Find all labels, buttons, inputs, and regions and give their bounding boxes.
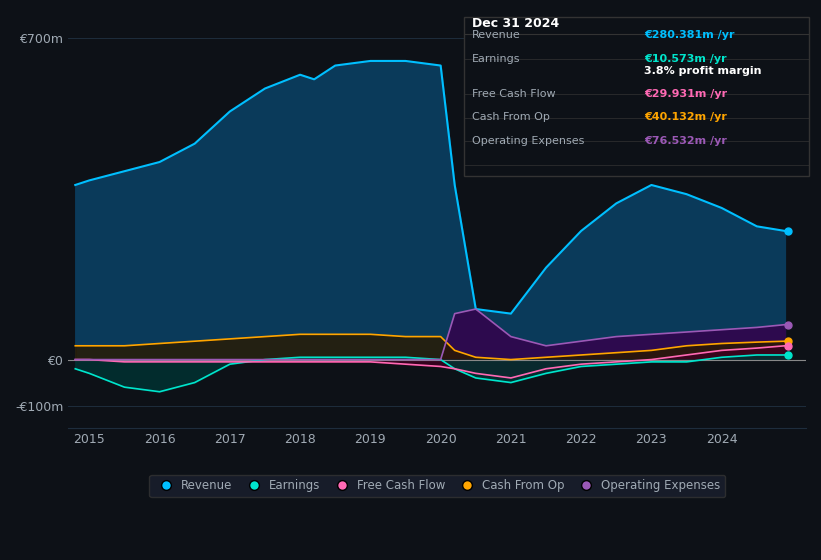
Text: Operating Expenses: Operating Expenses xyxy=(472,136,585,146)
Text: 3.8% profit margin: 3.8% profit margin xyxy=(644,66,762,76)
Text: Cash From Op: Cash From Op xyxy=(472,113,550,123)
Text: Dec 31 2024: Dec 31 2024 xyxy=(472,17,559,30)
Text: €10.573m /yr: €10.573m /yr xyxy=(644,54,727,64)
Legend: Revenue, Earnings, Free Cash Flow, Cash From Op, Operating Expenses: Revenue, Earnings, Free Cash Flow, Cash … xyxy=(149,474,725,497)
Text: €76.532m /yr: €76.532m /yr xyxy=(644,136,727,146)
Text: Free Cash Flow: Free Cash Flow xyxy=(472,89,556,99)
Text: €40.132m /yr: €40.132m /yr xyxy=(644,113,727,123)
Text: Revenue: Revenue xyxy=(472,30,521,40)
Text: Earnings: Earnings xyxy=(472,54,521,64)
Text: €29.931m /yr: €29.931m /yr xyxy=(644,89,727,99)
Text: €280.381m /yr: €280.381m /yr xyxy=(644,30,735,40)
